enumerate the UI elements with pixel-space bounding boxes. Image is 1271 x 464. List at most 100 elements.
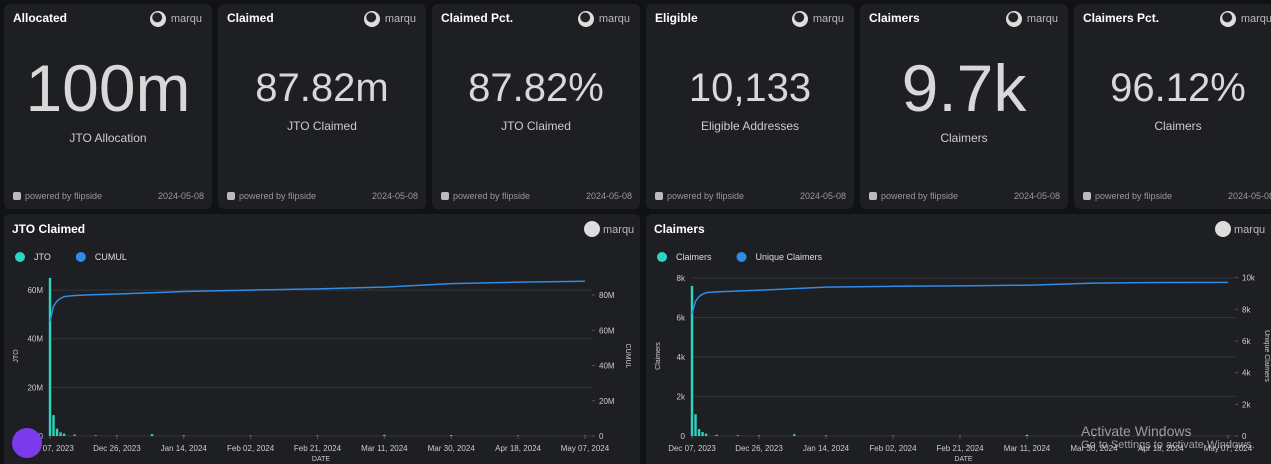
bar [450,435,453,436]
x-tick-label: Mar 30, 2024 [428,444,476,453]
avatar [577,11,594,27]
bar [701,432,704,436]
bar [73,434,76,436]
kpi-value: 10,133 [688,66,812,110]
avatar [149,11,166,27]
card-title: Claimed [227,11,274,25]
y2-tick-label: 2k [1242,400,1251,409]
y2-tick-label: 60M [599,326,615,335]
bar [62,433,66,436]
flipside-button[interactable] [12,428,42,458]
x-axis-title: DATE [312,456,330,463]
footer: powered by flipside [1083,191,1172,201]
y2-axis-title: Unique Claimers [1263,330,1270,382]
y2-tick-label: 80M [599,291,615,300]
x-tick-label: Dec 26, 2023 [93,444,141,453]
avatar [584,221,600,237]
kpi-value: 87.82m [255,66,389,110]
bar [757,435,761,436]
legend-swatch [736,252,747,262]
kpi-value: 9.7k [901,51,1027,125]
line [691,281,1228,315]
bar [55,428,59,436]
bar [793,434,796,436]
author-name: marqu [603,224,634,236]
x-tick-label: Feb 21, 2024 [936,444,984,453]
y-axis-title: Claimers [655,342,662,370]
x-tick-label: Feb 21, 2024 [294,444,342,453]
chart-title: Claimers [654,222,705,236]
footer: powered by flipside [13,191,102,201]
kpi-card: Allocated marqu 100m JTO Allocation powered … [4,4,212,209]
y2-tick-label: 20M [599,397,615,406]
refresh-date: 2024-05-08 [1013,191,1060,201]
flipside-logo [1083,192,1091,200]
author: marqu [363,11,416,27]
x-tick-label: Jan 14, 2024 [161,444,208,453]
author-name: marqu [384,13,416,25]
card-title: Allocated [13,11,68,25]
y2-tick-label: 40M [599,362,615,371]
avatar [363,11,380,27]
refresh-date: 2024-05-08 [157,191,204,201]
x-tick-label: Feb 02, 2024 [227,444,275,453]
card-title: Claimed Pct. [441,11,514,25]
x-axis-title: DATE [954,456,972,463]
kpi-value: 96.12% [1110,66,1246,110]
y-tick-label: 0 [39,432,44,441]
kpi-label: JTO Claimed [501,119,571,133]
legend-label: Unique Claimers [756,252,823,262]
author: marqu [149,11,202,27]
flipside-logo [441,192,449,200]
x-tick-label: Apr 18, 2024 [495,444,541,453]
card-title: Eligible [655,11,698,25]
refresh-date: 2024-05-08 [371,191,418,201]
refresh-date: 2024-05-08 [585,191,632,201]
x-tick-label: Mar 11, 2024 [361,444,408,453]
card-title: Claimers Pct. [1083,11,1160,25]
footer: powered by flipside [869,191,958,201]
x-tick-label: Dec 07, 2023 [26,444,74,453]
bar [697,429,701,436]
legend-swatch [657,252,667,262]
y2-tick-label: 4k [1242,369,1251,378]
x-tick-label: Feb 02, 2024 [869,444,917,453]
avatar [1005,11,1022,27]
kpi-card: Claimed Pct. marqu 87.82% JTO Claimed powere… [432,4,640,209]
x-tick-label: May 07, 2024 [1204,444,1253,453]
kpi-label: Claimers [940,131,988,145]
bar [94,435,97,436]
x-tick-label: May 07, 2024 [561,444,610,453]
refresh-date: 2024-05-08 [799,191,846,201]
bar [383,434,386,436]
bar [704,433,708,436]
legend-swatch [15,252,25,262]
footer-text: powered by flipside [239,191,317,201]
bar [694,414,697,436]
y-tick-label: 2k [677,392,686,401]
bar [824,435,828,436]
x-tick-label: Dec 26, 2023 [735,444,783,453]
bar [150,434,154,436]
bar [59,432,62,436]
kpi-label: JTO Allocation [69,131,147,145]
y-tick-label: 60M [27,286,43,295]
kpi-card: Eligible marqu 10,133 Eligible Addresses pow… [646,4,854,209]
bar [48,277,52,436]
kpi-card: Claimers Pct. marqu 96.12% Claimers powered … [1074,4,1271,209]
card-title: Claimers [869,11,920,25]
author-name: marqu [170,13,202,25]
y2-tick-label: 6k [1242,337,1251,346]
footer-text: powered by flipside [453,191,531,201]
legend-label: JTO [34,252,51,262]
y-tick-label: 0 [681,432,686,441]
author: marqu [791,11,844,27]
footer: powered by flipside [655,191,744,201]
footer-text: powered by flipside [881,191,959,201]
kpi-value: 100m [25,51,191,125]
flipside-logo [13,192,21,200]
y2-axis-title: CUMUL [624,344,631,369]
author: marqu [577,11,630,27]
kpi-label: JTO Claimed [287,119,357,133]
